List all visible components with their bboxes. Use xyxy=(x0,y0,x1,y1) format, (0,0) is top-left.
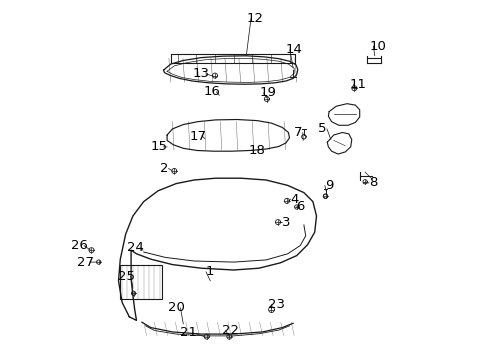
Text: 11: 11 xyxy=(349,78,366,91)
Text: 21: 21 xyxy=(180,327,197,339)
Text: 22: 22 xyxy=(221,324,238,337)
Text: 3: 3 xyxy=(282,216,290,229)
Text: 15: 15 xyxy=(150,140,167,153)
Text: 8: 8 xyxy=(368,176,377,189)
Text: 25: 25 xyxy=(118,270,135,283)
Text: 18: 18 xyxy=(248,144,265,157)
Text: 7: 7 xyxy=(294,126,302,139)
Bar xyxy=(120,265,162,299)
Text: 5: 5 xyxy=(318,122,326,135)
Text: 19: 19 xyxy=(259,86,276,99)
Text: 6: 6 xyxy=(296,201,304,213)
Text: 16: 16 xyxy=(203,85,220,98)
Text: 13: 13 xyxy=(192,67,209,80)
Text: 4: 4 xyxy=(290,193,299,206)
Text: 20: 20 xyxy=(167,301,184,314)
Text: 17: 17 xyxy=(189,130,206,143)
Text: 1: 1 xyxy=(205,265,214,278)
Text: 10: 10 xyxy=(368,40,386,53)
Text: 12: 12 xyxy=(246,12,263,25)
Text: 27: 27 xyxy=(77,256,94,269)
Text: 14: 14 xyxy=(285,43,302,56)
Text: 9: 9 xyxy=(324,179,333,192)
Text: 23: 23 xyxy=(267,298,284,311)
Text: 2: 2 xyxy=(160,162,168,175)
Text: 24: 24 xyxy=(127,241,144,254)
Text: 26: 26 xyxy=(71,239,88,252)
